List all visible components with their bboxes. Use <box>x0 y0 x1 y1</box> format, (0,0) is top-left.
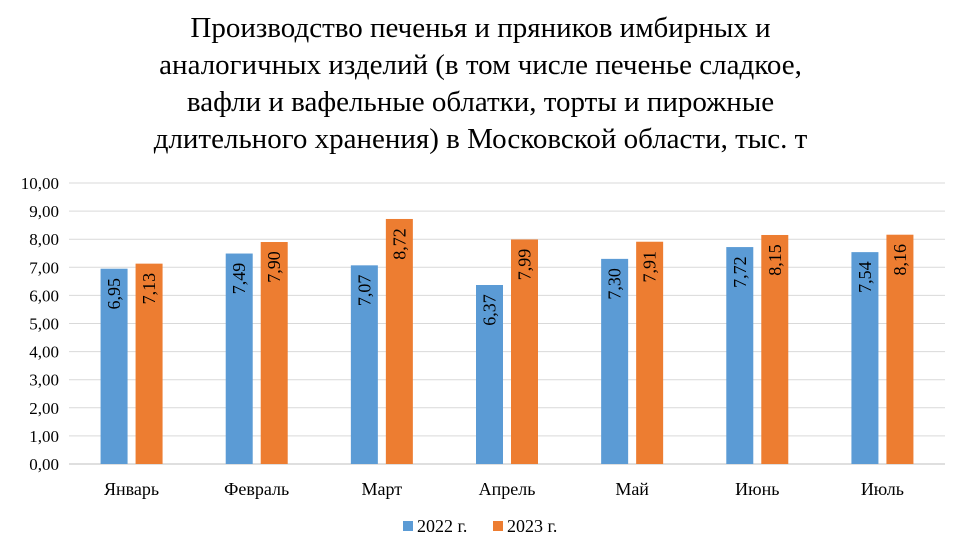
x-category-label: Июль <box>861 479 904 499</box>
chart-title-line: вафли и вафельные облатки, торты и пирож… <box>186 86 775 118</box>
y-tick-label: 9,00 <box>29 202 59 221</box>
legend-swatch-2022 <box>403 521 413 531</box>
bar-2022 <box>726 247 754 464</box>
legend-swatch-2023 <box>493 521 503 531</box>
data-label: 7,49 <box>229 263 249 295</box>
data-label: 8,15 <box>765 244 785 276</box>
y-tick-label: 3,00 <box>29 371 59 390</box>
data-label: 7,91 <box>640 251 660 283</box>
y-tick-label: 8,00 <box>29 230 59 249</box>
data-label: 7,13 <box>139 273 159 305</box>
legend-label: 2023 г. <box>507 516 557 536</box>
data-label: 8,16 <box>890 244 910 276</box>
chart-title-line: длительного хранения) в Московской облас… <box>153 123 808 155</box>
bar-2022 <box>601 258 629 464</box>
legend-label: 2022 г. <box>417 516 467 536</box>
data-label: 7,72 <box>730 256 750 288</box>
chart-title-line: аналогичных изделий (в том числе печенье… <box>159 49 802 81</box>
bar-2022 <box>350 265 378 464</box>
bar-2023 <box>135 263 163 464</box>
x-category-label: Май <box>615 479 649 499</box>
chart-title-line: Производство печенья и пряников имбирных… <box>190 12 771 44</box>
bar-2023 <box>761 234 789 464</box>
chart-title: Производство печенья и пряников имбирных… <box>60 10 901 158</box>
x-category-label: Январь <box>104 479 159 499</box>
data-label: 6,37 <box>480 294 500 326</box>
bar-2022 <box>100 268 128 464</box>
x-category-label: Февраль <box>224 479 289 499</box>
y-tick-label: 2,00 <box>29 399 59 418</box>
y-tick-label: 6,00 <box>29 286 59 305</box>
data-label: 6,95 <box>104 278 124 310</box>
bar-2023 <box>260 242 288 464</box>
y-tick-label: 0,00 <box>29 455 59 474</box>
bar-2023 <box>385 218 413 464</box>
bar-2022 <box>476 285 503 464</box>
x-category-label: Март <box>362 479 403 499</box>
data-label: 7,90 <box>264 251 284 283</box>
bar-2023 <box>511 239 538 464</box>
data-label: 7,07 <box>354 275 374 307</box>
x-category-label: Апрель <box>479 479 536 499</box>
y-tick-label: 10,00 <box>21 174 59 193</box>
x-category-label: Июнь <box>735 479 779 499</box>
bar-2022 <box>851 252 879 464</box>
bar-2023 <box>886 234 914 464</box>
bar-2022 <box>225 253 253 464</box>
data-label: 7,99 <box>515 249 535 281</box>
data-label: 8,72 <box>389 228 409 260</box>
bar-2023 <box>636 241 664 464</box>
data-label: 7,54 <box>855 261 875 293</box>
data-label: 7,30 <box>605 268 625 300</box>
y-tick-label: 5,00 <box>29 315 59 334</box>
y-tick-label: 7,00 <box>29 258 59 277</box>
y-tick-label: 1,00 <box>29 427 59 446</box>
y-tick-label: 4,00 <box>29 343 59 362</box>
